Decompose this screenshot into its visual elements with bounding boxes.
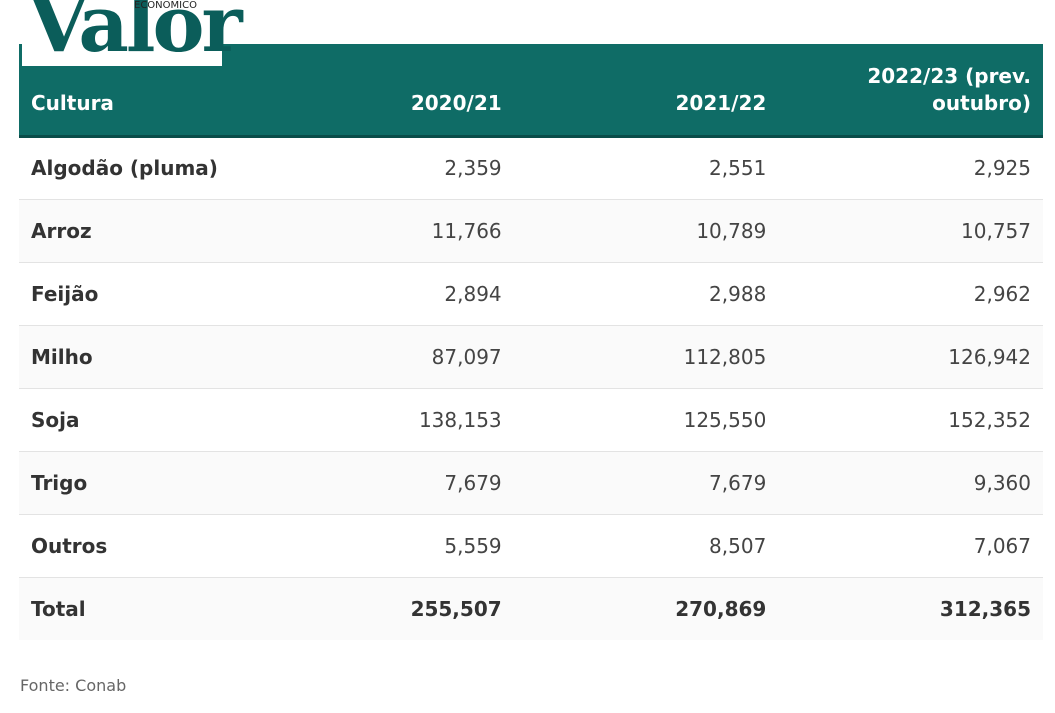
table-cell: 8,507 [513, 514, 779, 578]
table-cell: 126,942 [778, 325, 1043, 389]
table-cell: 125,550 [513, 388, 779, 452]
table-cell: 2,962 [778, 262, 1043, 326]
table-cell: 112,805 [513, 325, 779, 389]
table-cell: 10,789 [513, 199, 779, 263]
row-label: Feijão [19, 262, 249, 326]
source-note: Fonte: Conab [20, 676, 127, 695]
total-row: Total 255,507 270,869 312,365 [19, 577, 1043, 640]
table-header-row: Cultura 2020/21 2021/22 2022/23 (prev. o… [19, 44, 1043, 138]
total-cell: 255,507 [249, 577, 514, 640]
column-header-2021-22: 2021/22 [513, 44, 779, 138]
table-cell: 7,679 [249, 451, 514, 515]
table-cell: 7,679 [513, 451, 779, 515]
table-row: Trigo 7,679 7,679 9,360 [19, 451, 1043, 515]
table-cell: 2,925 [778, 136, 1043, 200]
total-cell: 312,365 [778, 577, 1043, 640]
table-row: Outros 5,559 8,507 7,067 [19, 514, 1043, 578]
total-cell: 270,869 [513, 577, 779, 640]
total-label: Total [19, 577, 249, 640]
row-label: Trigo [19, 451, 249, 515]
table-cell: 11,766 [249, 199, 514, 263]
row-label: Algodão (pluma) [19, 136, 249, 200]
table-cell: 2,551 [513, 136, 779, 200]
table-cell: 9,360 [778, 451, 1043, 515]
crop-production-table: Cultura 2020/21 2021/22 2022/23 (prev. o… [19, 44, 1043, 640]
table-cell: 87,097 [249, 325, 514, 389]
table-cell: 2,988 [513, 262, 779, 326]
column-header-2022-23: 2022/23 (prev. outubro) [778, 44, 1043, 138]
column-header-2020-21: 2020/21 [249, 44, 514, 138]
table-cell: 152,352 [778, 388, 1043, 452]
row-label: Soja [19, 388, 249, 452]
table-row: Feijão 2,894 2,988 2,962 [19, 262, 1043, 326]
row-label: Arroz [19, 199, 249, 263]
logo-subtitle: ECONÔMICO [134, 0, 197, 11]
table-body: Algodão (pluma) 2,359 2,551 2,925 Arroz … [19, 136, 1043, 640]
row-label: Outros [19, 514, 249, 578]
row-label: Milho [19, 325, 249, 389]
table-cell: 2,894 [249, 262, 514, 326]
logo-wordmark: Valor [28, 0, 243, 70]
table-cell: 5,559 [249, 514, 514, 578]
table-cell: 138,153 [249, 388, 514, 452]
table-cell: 7,067 [778, 514, 1043, 578]
table-row: Algodão (pluma) 2,359 2,551 2,925 [19, 136, 1043, 200]
table-row: Milho 87,097 112,805 126,942 [19, 325, 1043, 389]
table-cell: 2,359 [249, 136, 514, 200]
valor-logo: Valor ECONÔMICO [22, 0, 243, 66]
table-row: Soja 138,153 125,550 152,352 [19, 388, 1043, 452]
table-cell: 10,757 [778, 199, 1043, 263]
table-row: Arroz 11,766 10,789 10,757 [19, 199, 1043, 263]
data-table-container: Cultura 2020/21 2021/22 2022/23 (prev. o… [19, 44, 1043, 640]
